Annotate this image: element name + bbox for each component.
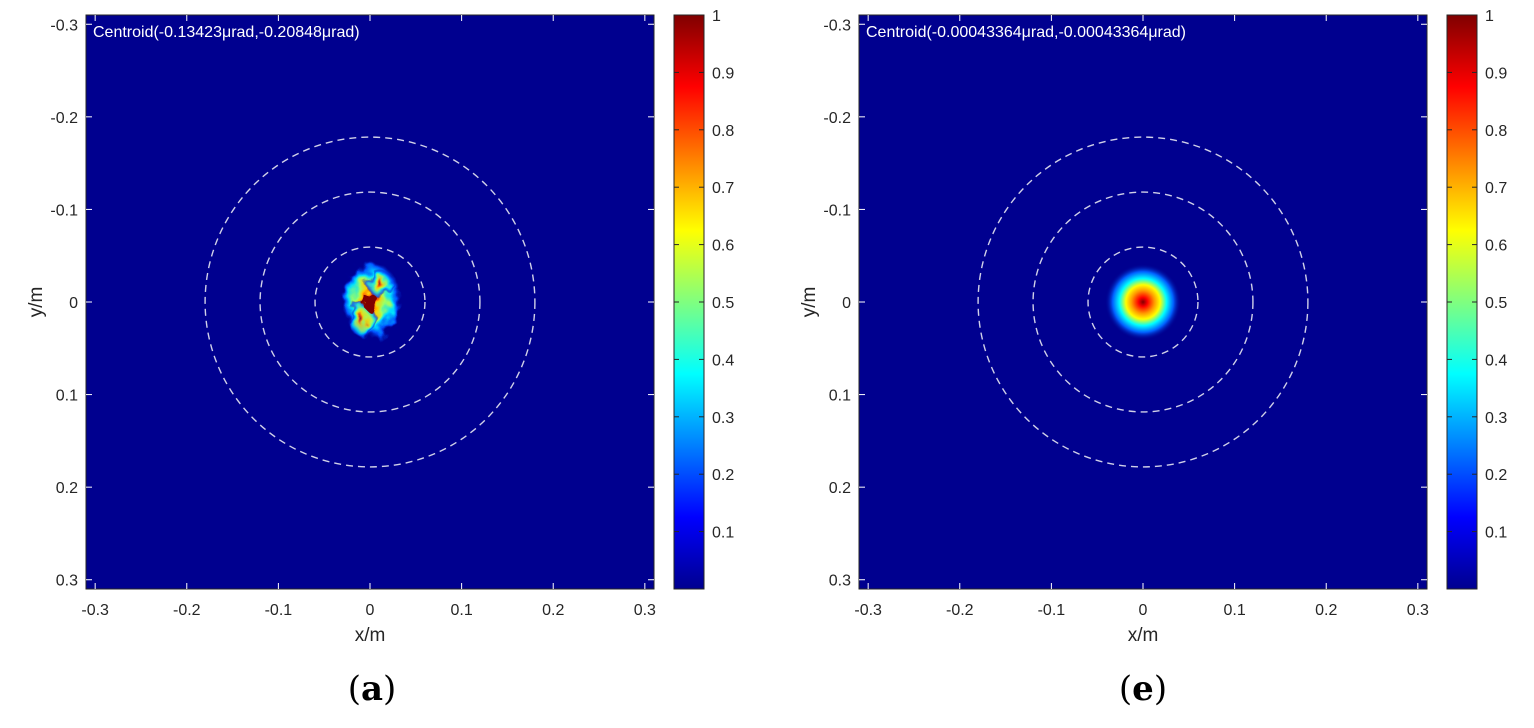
colorbar-tick-label: 0.1: [712, 525, 734, 542]
y-tick-label: -0.3: [50, 17, 78, 34]
colorbar-tick-label: 0.3: [712, 410, 734, 427]
centroid-annotation: Centroid(-0.00043364μrad,-0.00043364μrad…: [866, 24, 1186, 41]
colorbar-tick-label: 0.1: [1485, 525, 1507, 542]
x-tick-label: -0.3: [81, 602, 109, 619]
x-tick-label: 0.2: [542, 602, 564, 619]
x-tick-label: -0.1: [265, 602, 293, 619]
panel-e: -0.3 -0.2 -0.1 0 0.1 0.2 0.3-0.3-0.2-0.100.10.…: [799, 8, 1507, 709]
y-tick-label: 0.3: [56, 573, 78, 590]
colorbar-tick-label: 0.5: [712, 295, 734, 312]
x-tick-label: 0.1: [1223, 602, 1245, 619]
colorbar-tick-label: 0.8: [712, 123, 734, 140]
x-tick-label: -0.2: [173, 602, 201, 619]
x-axis-label: x/m: [1128, 625, 1159, 646]
panel-a: -0.3 -0.2 -0.1 0 0.1 0.2 0.3-0.3-0.2-0.100.10.…: [26, 8, 734, 709]
colorbar-tick-label: 0.7: [712, 180, 734, 197]
panel-label-letter: a: [361, 669, 383, 709]
colorbar-tick-label: 1: [712, 8, 721, 25]
colorbar-tick-label: 0.6: [1485, 238, 1507, 255]
x-tick-label: 0.1: [450, 602, 472, 619]
x-axis-label: x/m: [355, 625, 386, 646]
y-tick-label: 0.2: [829, 480, 851, 497]
y-tick-label: -0.1: [823, 202, 851, 219]
x-tick-label: 0.3: [1407, 602, 1429, 619]
dashed-ring-1: [314, 246, 426, 358]
x-tick-label: 0.3: [634, 602, 656, 619]
x-tick-label: 0: [1139, 602, 1148, 619]
x-tick-label: -0.2: [946, 602, 974, 619]
y-tick-label: 0.3: [829, 573, 851, 590]
y-tick-label: 0.1: [56, 388, 78, 405]
colorbar-tick-label: 0.5: [1485, 295, 1507, 312]
y-tick-label: 0.1: [829, 388, 851, 405]
colorbar-tick-label: 0.2: [1485, 467, 1507, 484]
colorbar-tick-label: 0.9: [1485, 65, 1507, 82]
x-tick-label: -0.3: [854, 602, 882, 619]
panel-label: (e): [1119, 669, 1167, 709]
y-tick-label: -0.2: [823, 110, 851, 127]
y-tick-label: 0: [842, 295, 851, 312]
colorbar-tick-label: 0.2: [712, 467, 734, 484]
colorbar-tick-label: 0.4: [1485, 352, 1507, 369]
dashed-ring-3: [977, 136, 1309, 468]
panel-label-close: ): [1154, 669, 1167, 709]
colorbar-tick-label: 0.7: [1485, 180, 1507, 197]
colorbar-tick-label: 0.4: [712, 352, 734, 369]
intensity-spot: [341, 260, 401, 340]
panel-label-open: (: [1119, 669, 1132, 709]
y-tick-label: -0.3: [823, 17, 851, 34]
dashed-ring-2: [1032, 191, 1254, 413]
colorbar-tick-label: 1: [1485, 8, 1494, 25]
intensity-spot: [1105, 264, 1181, 340]
y-tick-label: -0.2: [50, 110, 78, 127]
x-tick-label: 0: [366, 602, 375, 619]
dashed-ring-3: [204, 136, 536, 468]
y-tick-label: 0.2: [56, 480, 78, 497]
x-tick-label: -0.1: [1038, 602, 1066, 619]
colorbar-tick-label: 0.3: [1485, 410, 1507, 427]
spot-peak: [363, 293, 377, 311]
y-axis-label: y/m: [799, 287, 820, 318]
panel-label: (a): [348, 669, 397, 709]
colorbar-tick-label: 0.6: [712, 238, 734, 255]
colorbar-tick-label: 0.9: [712, 65, 734, 82]
colorbar-tick-label: 0.8: [1485, 123, 1507, 140]
centroid-annotation: Centroid(-0.13423μrad,-0.20848μrad): [93, 24, 360, 41]
y-axis-label: y/m: [26, 287, 47, 318]
panel-label-letter: e: [1132, 669, 1154, 709]
y-tick-label: -0.1: [50, 202, 78, 219]
dashed-ring-2: [259, 191, 481, 413]
panel-label-open: (: [348, 669, 361, 709]
panel-label-close: ): [383, 669, 396, 709]
dashed-ring-1: [1087, 246, 1199, 358]
y-tick-label: 0: [69, 295, 78, 312]
x-tick-label: 0.2: [1315, 602, 1337, 619]
